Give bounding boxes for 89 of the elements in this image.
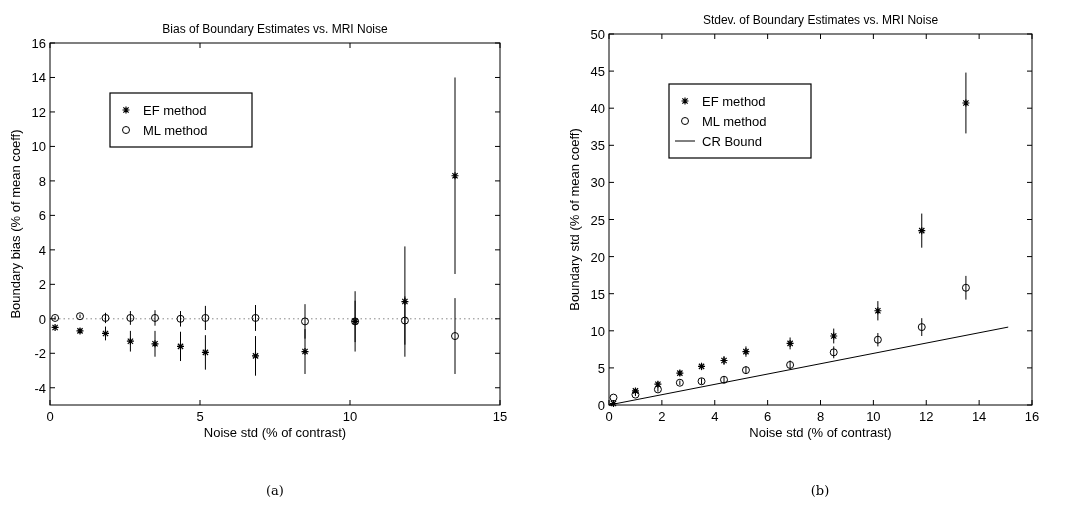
- point: [609, 393, 618, 402]
- y-tick-label: 15: [590, 286, 605, 302]
- point: [101, 329, 110, 338]
- y-tick-label: 0: [597, 398, 605, 413]
- point: [51, 313, 60, 322]
- x-tick-label: 8: [816, 409, 825, 424]
- y-tick-label: 8: [38, 173, 46, 189]
- text: (a): [266, 483, 284, 498]
- x-tick-label: 15: [492, 409, 508, 424]
- point: [961, 98, 971, 108]
- x-tick-label: 14: [971, 409, 987, 424]
- legend-label: CR Bound: [702, 134, 762, 149]
- y-tick-label: -2: [34, 346, 46, 362]
- point: [697, 377, 706, 386]
- chart-title: Stdev. of Boundary Estimates vs. MRI Noise: [702, 13, 939, 27]
- point: [251, 351, 260, 360]
- point: [631, 386, 640, 395]
- point: [450, 171, 460, 180]
- point: [873, 306, 882, 315]
- x-tick-label: 5: [196, 409, 204, 424]
- point: [251, 313, 260, 322]
- y-tick-label: 6: [38, 208, 46, 224]
- point: [75, 326, 85, 335]
- y-tick-label: -4: [34, 380, 46, 396]
- point: [786, 339, 795, 348]
- point: [126, 337, 135, 346]
- y-axis-title: Boundary std (% of mean coeff): [567, 128, 582, 311]
- point: [201, 348, 210, 357]
- y-tick-label: 12: [31, 104, 46, 120]
- legend-label: EF method: [143, 103, 207, 118]
- legend-label: ML method: [143, 123, 208, 138]
- y-tick-label: 20: [590, 249, 605, 265]
- y-tick-label: 45: [590, 64, 605, 80]
- y-tick-label: 0: [38, 311, 46, 327]
- x-tick-label: 10: [342, 409, 358, 424]
- y-tick-label: 30: [590, 175, 605, 191]
- point: [697, 362, 706, 371]
- point: [400, 297, 409, 306]
- legend-label: EF method: [702, 94, 766, 109]
- x-tick-label: 2: [658, 409, 666, 424]
- x-axis-title: Noise std (% of contrast): [203, 425, 347, 440]
- point: [873, 335, 882, 344]
- y-tick-label: 40: [590, 101, 605, 117]
- x-tick-label: 12: [919, 409, 934, 424]
- point: [675, 378, 684, 387]
- y-tick-label: 16: [31, 36, 46, 51]
- point: [301, 317, 309, 326]
- point: [300, 347, 310, 356]
- y-tick-label: 35: [590, 138, 605, 154]
- chart-title: Bias of Boundary Estimates vs. MRI Noise: [162, 22, 389, 36]
- point: [176, 342, 185, 351]
- y-tick-label: 14: [31, 70, 46, 86]
- point: [720, 375, 728, 384]
- y-tick-label: 10: [31, 139, 46, 155]
- y-tick-label: 2: [38, 277, 46, 293]
- point: [675, 368, 684, 378]
- point: [51, 323, 60, 332]
- legend-label: ML method: [702, 114, 767, 129]
- point: [201, 313, 210, 322]
- point: [741, 366, 750, 375]
- point: [150, 339, 160, 348]
- y-tick-label: 10: [590, 323, 605, 339]
- point: [151, 313, 159, 322]
- y-axis-title: Boundary bias (% of mean coeff): [8, 129, 23, 319]
- point: [917, 323, 926, 332]
- x-tick-label: 4: [711, 409, 719, 424]
- point: [786, 360, 795, 369]
- x-tick-label: 10: [866, 409, 881, 424]
- y-tick-label: 4: [38, 242, 46, 258]
- point: [653, 385, 662, 394]
- point: [176, 314, 185, 323]
- point: [101, 313, 110, 322]
- point: [400, 316, 409, 325]
- point: [741, 347, 751, 356]
- point: [631, 390, 640, 399]
- y-tick-label: 25: [590, 212, 605, 228]
- y-tick-label: 5: [597, 360, 605, 376]
- x-tick-label: 16: [1024, 409, 1040, 424]
- point: [653, 380, 663, 389]
- x-tick-label: 6: [764, 409, 772, 424]
- point: [76, 312, 84, 321]
- x-axis-title: Noise std (% of contrast): [749, 425, 892, 440]
- point: [719, 356, 729, 365]
- y-tick-label: 50: [590, 27, 605, 42]
- text: (b): [810, 483, 830, 498]
- point: [917, 226, 926, 235]
- point: [126, 313, 135, 322]
- point: [451, 332, 459, 341]
- point: [961, 283, 970, 292]
